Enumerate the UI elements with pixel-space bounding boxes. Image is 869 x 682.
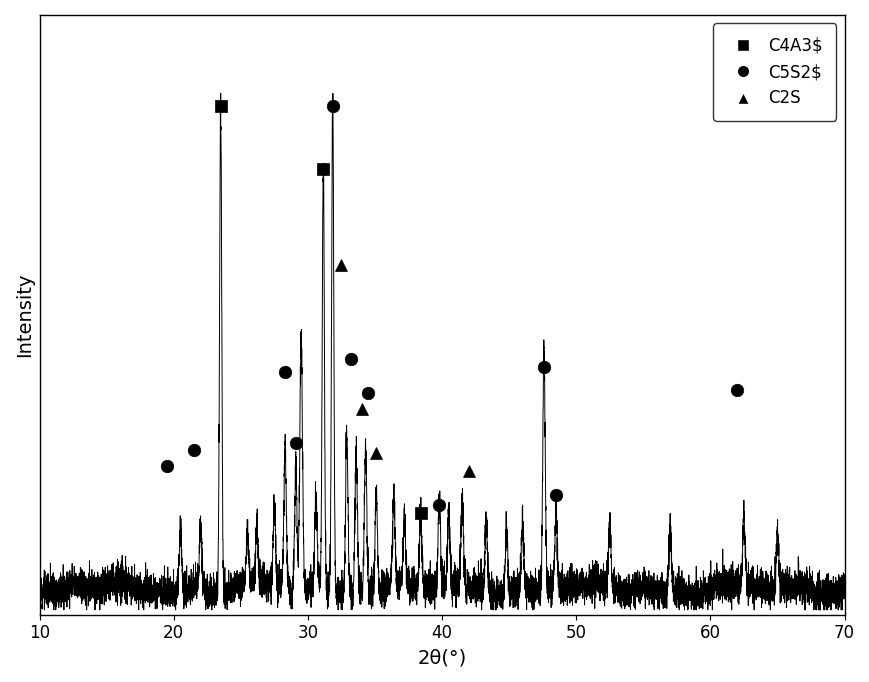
X-axis label: 2θ(°): 2θ(°) (417, 648, 466, 667)
Legend: C4A3$, C5S2$, C2S: C4A3$, C5S2$, C2S (713, 23, 835, 121)
Y-axis label: Intensity: Intensity (15, 273, 34, 357)
